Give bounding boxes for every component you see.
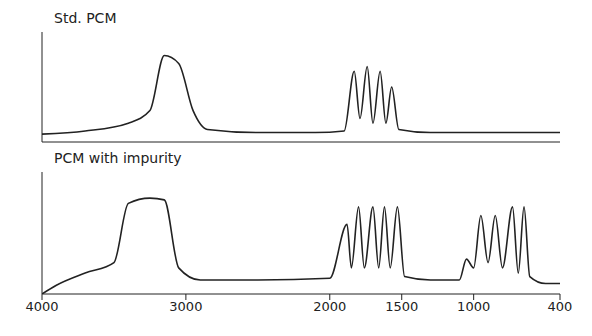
svg-text:1500: 1500	[385, 299, 418, 314]
html-text:PCM with impurity: PCM with impurity	[54, 150, 182, 166]
svg-text:4000: 4000	[25, 299, 58, 314]
svg-text:400: 400	[548, 299, 573, 314]
html-text:Std. PCM: Std. PCM	[54, 10, 117, 26]
svg-text:1000: 1000	[457, 299, 490, 314]
svg-text:2000: 2000	[313, 299, 346, 314]
svg-text:3000: 3000	[169, 299, 202, 314]
